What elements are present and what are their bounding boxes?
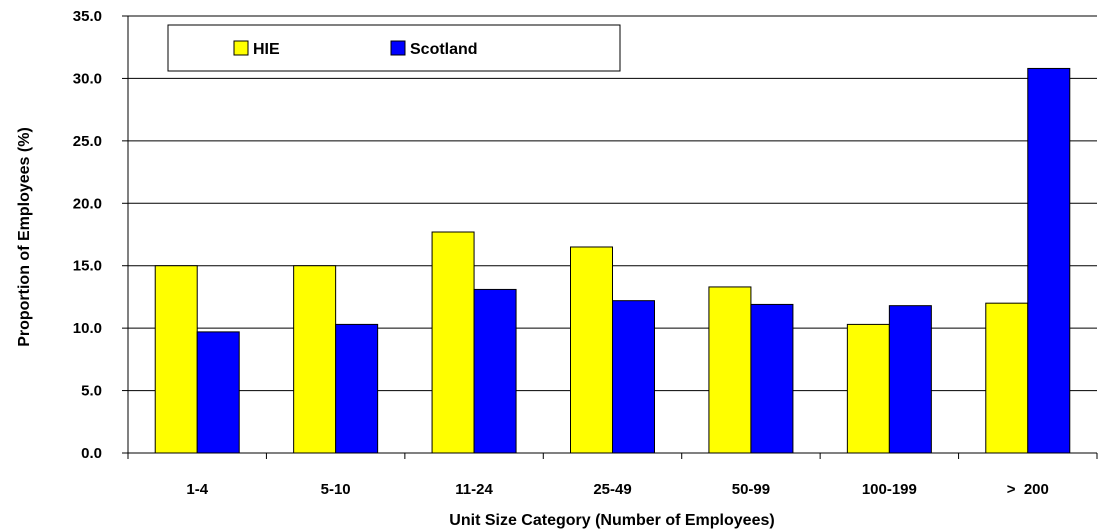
y-axis-title: Proportion of Employees (%): [16, 127, 33, 347]
bar-scotland-3: [612, 300, 655, 454]
legend-swatch-hie: [233, 40, 249, 56]
x-tick-label: 1-4: [186, 481, 208, 498]
y-tick-label: 20.0: [73, 195, 102, 212]
bar-scotland-5: [888, 305, 932, 454]
y-tick-label: 35.0: [73, 8, 102, 25]
y-tick-label: 25.0: [73, 133, 102, 150]
x-tick-labels: 1-4 5-10 11-24 25-49 50-99 100-199 > 200: [186, 481, 1048, 498]
y-tick-label: 5.0: [81, 383, 102, 400]
bar-hie-3: [570, 246, 613, 454]
bar-scotland-1: [335, 323, 379, 454]
x-tick-label: > 200: [1007, 481, 1049, 498]
x-tick-label: 25-49: [593, 481, 631, 498]
bar-hie-1: [293, 265, 337, 454]
y-tick-label: 30.0: [73, 70, 102, 87]
x-tick-label: 100-199: [862, 481, 917, 498]
bars: [154, 67, 1071, 454]
y-tick-labels: 0.0 5.0 10.0 15.0 20.0 25.0 30.0 35.0: [73, 8, 102, 462]
bar-hie-0: [154, 265, 198, 454]
bar-scotland-2: [473, 288, 517, 454]
bar-hie-5: [846, 323, 890, 454]
legend-swatch-scotland: [390, 40, 406, 56]
x-tick-label: 5-10: [321, 481, 351, 498]
y-tick-label: 10.0: [73, 320, 102, 337]
x-tick-label: 11-24: [455, 481, 493, 498]
y-tick-label: 15.0: [73, 258, 102, 275]
bar-scotland-4: [750, 303, 794, 454]
legend-label-scotland: Scotland: [410, 41, 478, 58]
x-axis-title: Unit Size Category (Number of Employees): [449, 512, 774, 529]
bar-hie-4: [708, 286, 752, 454]
legend: HIE Scotland: [167, 24, 621, 72]
x-tick-label: 50-99: [732, 481, 770, 498]
axes: [122, 15, 1098, 459]
y-tick-label: 0.0: [81, 445, 102, 462]
bar-scotland-0: [196, 331, 240, 454]
bar-hie-2: [431, 231, 475, 454]
legend-label-hie: HIE: [253, 41, 280, 58]
bar-hie-6: [985, 302, 1029, 454]
bar-scotland-6: [1027, 67, 1071, 454]
